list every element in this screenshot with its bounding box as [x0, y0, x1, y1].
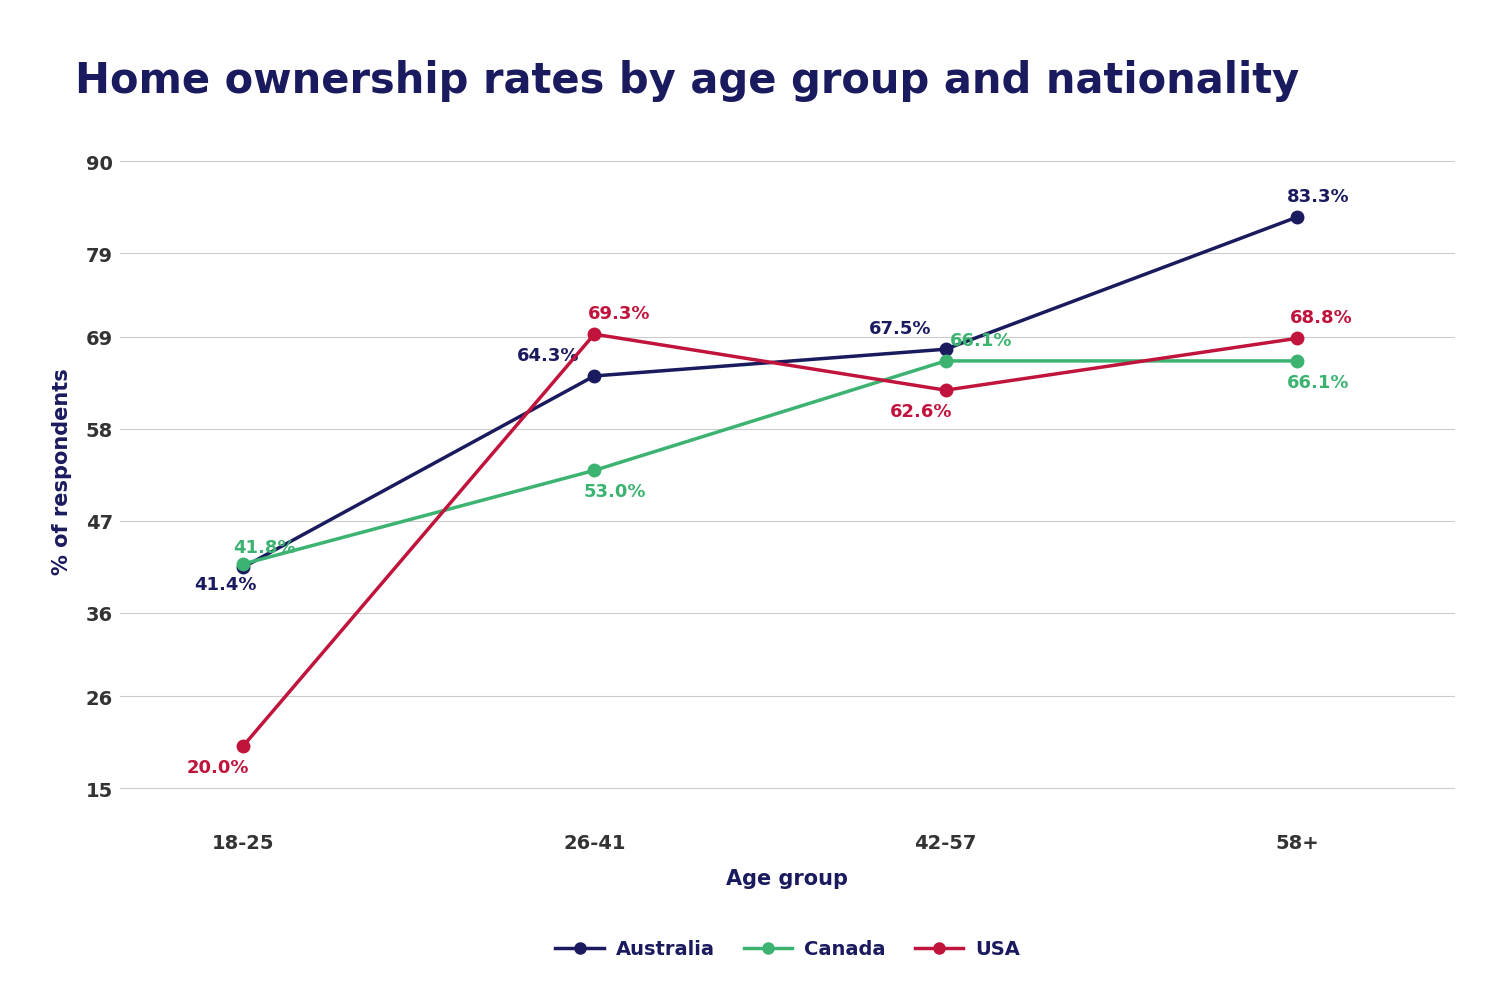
Canada: [1288, 356, 1306, 368]
Text: 62.6%: 62.6%: [890, 403, 952, 421]
Line: Australia: Australia: [237, 211, 1304, 574]
Legend: Australia, Canada, USA: Australia, Canada, USA: [548, 932, 1028, 966]
Text: Home ownership rates by age group and nationality: Home ownership rates by age group and na…: [75, 60, 1299, 102]
USA: [585, 329, 603, 341]
Australia: [234, 562, 252, 574]
Line: Canada: Canada: [237, 356, 1304, 571]
Canada: [936, 356, 954, 368]
Australia: [1288, 211, 1306, 223]
Text: 67.5%: 67.5%: [868, 320, 932, 338]
Canada: [585, 465, 603, 477]
Text: 53.0%: 53.0%: [584, 483, 646, 501]
X-axis label: Age group: Age group: [726, 869, 849, 889]
Text: 83.3%: 83.3%: [1287, 188, 1350, 206]
USA: [936, 385, 954, 397]
Text: 66.1%: 66.1%: [1287, 374, 1348, 392]
Australia: [585, 371, 603, 383]
Text: 68.8%: 68.8%: [1290, 310, 1353, 327]
Text: 64.3%: 64.3%: [518, 347, 580, 365]
Y-axis label: % of respondents: % of respondents: [53, 368, 72, 574]
Australia: [936, 344, 954, 356]
Canada: [234, 558, 252, 570]
Text: 41.8%: 41.8%: [232, 539, 296, 557]
Text: 66.1%: 66.1%: [950, 332, 1012, 350]
USA: [1288, 333, 1306, 345]
USA: [234, 740, 252, 753]
Text: 20.0%: 20.0%: [188, 759, 249, 777]
Text: 41.4%: 41.4%: [194, 575, 256, 593]
Line: USA: USA: [237, 329, 1304, 753]
Text: 69.3%: 69.3%: [588, 305, 650, 323]
